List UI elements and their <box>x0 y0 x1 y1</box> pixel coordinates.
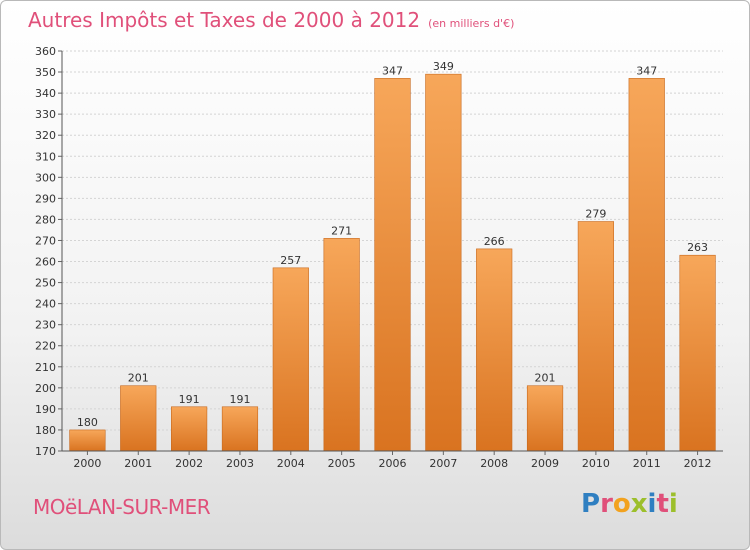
x-tick-label: 2008 <box>480 457 508 470</box>
chart-subtitle: (en milliers d'€) <box>428 17 515 30</box>
y-tick-label: 180 <box>35 424 56 437</box>
bar-value-label: 201 <box>535 372 556 385</box>
bar-value-label: 257 <box>280 254 301 267</box>
y-axis-ticks: 170 180 190 200 210 220 230 240 250 260 270 280 290 3… <box>35 45 62 458</box>
bar-2001 <box>120 385 157 452</box>
bar-2004 <box>272 267 309 452</box>
bar-value-label: 349 <box>433 60 454 73</box>
x-tick-label: 2011 <box>633 457 661 470</box>
bar-value-label: 271 <box>331 224 352 237</box>
x-tick-label: 2010 <box>582 457 610 470</box>
x-tick-label: 2009 <box>531 457 559 470</box>
y-tick-label: 320 <box>35 129 56 142</box>
town-name: MOëLAN-SUR-MER <box>33 495 211 519</box>
y-tick-label: 230 <box>35 319 56 332</box>
chart-title-text: Autres Impôts et Taxes de 2000 à 2012 <box>28 8 421 32</box>
bar-value-label: 347 <box>636 64 657 77</box>
y-tick-label: 270 <box>35 234 56 247</box>
chart-title: Autres Impôts et Taxes de 2000 à 2012 (en… <box>28 8 514 32</box>
logo-letter: x <box>630 489 648 519</box>
bar-2011 <box>628 78 665 452</box>
y-tick-label: 220 <box>35 340 56 353</box>
y-tick-label: 190 <box>35 403 56 416</box>
x-tick-label: 2001 <box>124 457 152 470</box>
bar-value-label: 201 <box>128 372 149 385</box>
x-tick-label: 2004 <box>277 457 305 470</box>
bar-2009 <box>526 385 564 452</box>
bar-2012 <box>679 254 716 452</box>
bar-value-label: 191 <box>179 393 200 406</box>
y-tick-label: 330 <box>35 108 56 121</box>
bar-2003 <box>221 406 259 452</box>
y-tick-label: 310 <box>35 150 56 163</box>
logo-letter: P <box>581 489 601 519</box>
x-tick-label: 2002 <box>175 457 203 470</box>
y-tick-label: 200 <box>35 382 56 395</box>
x-tick-label: 2005 <box>328 457 356 470</box>
x-tick-label: 2006 <box>379 457 407 470</box>
x-tick-label: 2012 <box>684 457 712 470</box>
x-tick-label: 2007 <box>429 457 457 470</box>
y-tick-label: 170 <box>35 445 56 458</box>
logo-letter: t <box>656 489 669 519</box>
bar-2008 <box>476 248 513 452</box>
y-tick-label: 340 <box>35 87 56 100</box>
y-tick-label: 210 <box>35 361 56 374</box>
y-tick-label: 240 <box>35 298 56 311</box>
bar-2006 <box>374 78 411 452</box>
y-tick-label: 280 <box>35 213 56 226</box>
logo-letter: r <box>600 489 613 519</box>
bar-2005 <box>323 238 360 452</box>
bar-value-label: 180 <box>77 416 98 429</box>
y-tick-label: 290 <box>35 192 56 205</box>
y-tick-label: 300 <box>35 171 56 184</box>
bar-2000 <box>69 429 106 452</box>
bar-value-label: 266 <box>484 235 505 248</box>
y-tick-label: 250 <box>35 277 56 290</box>
bar-2007 <box>425 73 462 452</box>
logo-letter: i <box>668 489 678 519</box>
bar-value-label: 347 <box>382 64 403 77</box>
proxiti-logo[interactable]: Proxiti <box>581 489 678 519</box>
x-axis-ticks: 2000 2001 2002 2003 2004 2005 2006 2007 2008 2009… <box>73 451 712 470</box>
bar-value-label: 263 <box>687 241 708 254</box>
logo-letter: i <box>647 489 657 519</box>
x-tick-label: 2003 <box>226 457 254 470</box>
logo-letter: o <box>612 489 631 519</box>
y-tick-label: 260 <box>35 256 56 269</box>
x-tick-label: 2000 <box>73 457 101 470</box>
y-tick-label: 360 <box>35 45 56 58</box>
bar-value-label: 191 <box>229 393 250 406</box>
bar-2002 <box>171 406 208 452</box>
bar-2010 <box>577 221 614 452</box>
bar-value-label: 279 <box>585 208 606 221</box>
y-tick-label: 350 <box>35 66 56 79</box>
bars: 180 201 191 191 257 271 347 349 266 201 279 347 263 <box>69 60 716 452</box>
